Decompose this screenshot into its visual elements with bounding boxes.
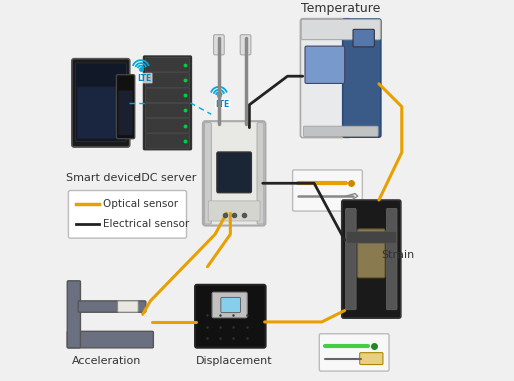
FancyBboxPatch shape — [305, 46, 344, 83]
Text: Smart device: Smart device — [66, 173, 140, 183]
FancyBboxPatch shape — [145, 103, 190, 118]
FancyBboxPatch shape — [145, 118, 190, 133]
FancyBboxPatch shape — [145, 134, 190, 148]
FancyBboxPatch shape — [345, 208, 356, 310]
FancyBboxPatch shape — [212, 292, 247, 318]
FancyBboxPatch shape — [257, 123, 264, 224]
FancyBboxPatch shape — [72, 59, 130, 147]
FancyBboxPatch shape — [240, 35, 251, 55]
FancyBboxPatch shape — [145, 88, 190, 102]
FancyBboxPatch shape — [346, 232, 396, 243]
FancyBboxPatch shape — [75, 63, 126, 141]
Text: IDC server: IDC server — [138, 173, 197, 183]
FancyBboxPatch shape — [145, 73, 190, 87]
FancyBboxPatch shape — [343, 19, 381, 137]
FancyBboxPatch shape — [78, 301, 146, 312]
FancyBboxPatch shape — [387, 208, 397, 310]
Text: LTE: LTE — [215, 99, 230, 109]
FancyBboxPatch shape — [203, 121, 265, 226]
FancyBboxPatch shape — [77, 87, 124, 139]
FancyBboxPatch shape — [358, 229, 385, 278]
FancyBboxPatch shape — [353, 29, 374, 47]
Text: Optical sensor: Optical sensor — [103, 199, 178, 209]
FancyBboxPatch shape — [143, 56, 192, 150]
FancyBboxPatch shape — [116, 75, 135, 139]
FancyBboxPatch shape — [67, 331, 153, 348]
FancyBboxPatch shape — [118, 301, 138, 312]
Text: Strain: Strain — [381, 250, 414, 259]
FancyBboxPatch shape — [301, 19, 351, 138]
Text: Acceleration: Acceleration — [72, 356, 141, 366]
FancyBboxPatch shape — [145, 58, 190, 72]
FancyBboxPatch shape — [67, 281, 81, 348]
FancyBboxPatch shape — [213, 35, 224, 55]
FancyBboxPatch shape — [319, 334, 389, 371]
FancyBboxPatch shape — [68, 190, 187, 238]
FancyBboxPatch shape — [208, 201, 260, 221]
FancyBboxPatch shape — [195, 285, 266, 347]
FancyBboxPatch shape — [119, 91, 133, 135]
FancyBboxPatch shape — [342, 200, 401, 318]
FancyBboxPatch shape — [303, 126, 378, 136]
FancyBboxPatch shape — [301, 19, 380, 40]
FancyBboxPatch shape — [221, 297, 241, 313]
FancyBboxPatch shape — [205, 123, 211, 224]
Text: Displacement: Displacement — [196, 356, 272, 366]
Text: Temperature: Temperature — [301, 2, 380, 15]
Text: Electrical sensor: Electrical sensor — [103, 219, 190, 229]
FancyBboxPatch shape — [360, 353, 383, 365]
FancyBboxPatch shape — [292, 170, 362, 211]
FancyBboxPatch shape — [217, 152, 251, 193]
Text: LTE: LTE — [137, 74, 152, 83]
